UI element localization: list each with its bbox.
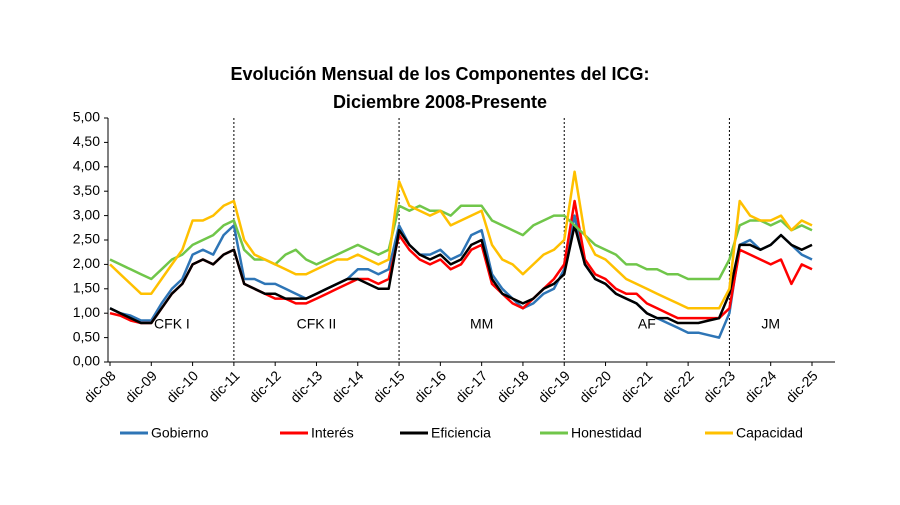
x-tick-label: dic-14 — [328, 367, 366, 405]
x-tick-label: dic-23 — [700, 367, 738, 405]
y-tick-label: 3,00 — [73, 206, 100, 222]
x-tick-label: dic-15 — [370, 367, 408, 405]
legend-label: Eficiencia — [431, 425, 491, 441]
x-tick-label: dic-12 — [246, 367, 284, 405]
y-tick-label: 1,50 — [73, 280, 100, 296]
period-label: CFK II — [297, 316, 337, 332]
y-tick-label: 4,00 — [73, 158, 100, 174]
x-tick-label: dic-13 — [287, 367, 325, 405]
x-tick-label: dic-09 — [122, 367, 160, 405]
x-tick-label: dic-20 — [576, 367, 614, 405]
y-tick-label: 3,50 — [73, 182, 100, 198]
x-tick-label: dic-10 — [163, 367, 201, 405]
x-tick-label: dic-22 — [659, 367, 697, 405]
legend-label: Gobierno — [151, 425, 209, 441]
legend-label: Interés — [311, 425, 354, 441]
x-tick-label: dic-25 — [782, 367, 820, 405]
series-line — [109, 170, 813, 310]
y-tick-label: 0,50 — [73, 328, 100, 344]
x-tick-label: dic-17 — [452, 367, 490, 405]
period-label: JM — [761, 316, 780, 332]
y-tick-label: 1,00 — [73, 304, 100, 320]
x-tick-label: dic-16 — [411, 367, 449, 405]
period-label: CFK I — [154, 316, 190, 332]
x-tick-label: dic-18 — [493, 367, 531, 405]
chart-subtitle: Diciembre 2008-Presente — [333, 92, 547, 112]
period-label: AF — [638, 316, 656, 332]
x-tick-label: dic-19 — [535, 367, 573, 405]
x-tick-label: dic-11 — [205, 367, 243, 405]
period-label: MM — [470, 316, 493, 332]
chart-title: Evolución Mensual de los Componentes del… — [230, 64, 649, 84]
x-tick-label: dic-21 — [617, 367, 655, 405]
x-tick-label: dic-08 — [80, 367, 118, 405]
legend-label: Capacidad — [736, 425, 803, 441]
y-tick-label: 0,00 — [73, 353, 100, 369]
series-line — [109, 204, 813, 281]
y-tick-label: 5,00 — [73, 109, 100, 125]
y-tick-label: 2,00 — [73, 255, 100, 271]
y-tick-label: 4,50 — [73, 133, 100, 149]
series-line — [109, 224, 813, 325]
x-tick-label: dic-24 — [741, 367, 779, 405]
y-tick-label: 2,50 — [73, 231, 100, 247]
series-line — [109, 214, 813, 339]
legend-label: Honestidad — [571, 425, 642, 441]
